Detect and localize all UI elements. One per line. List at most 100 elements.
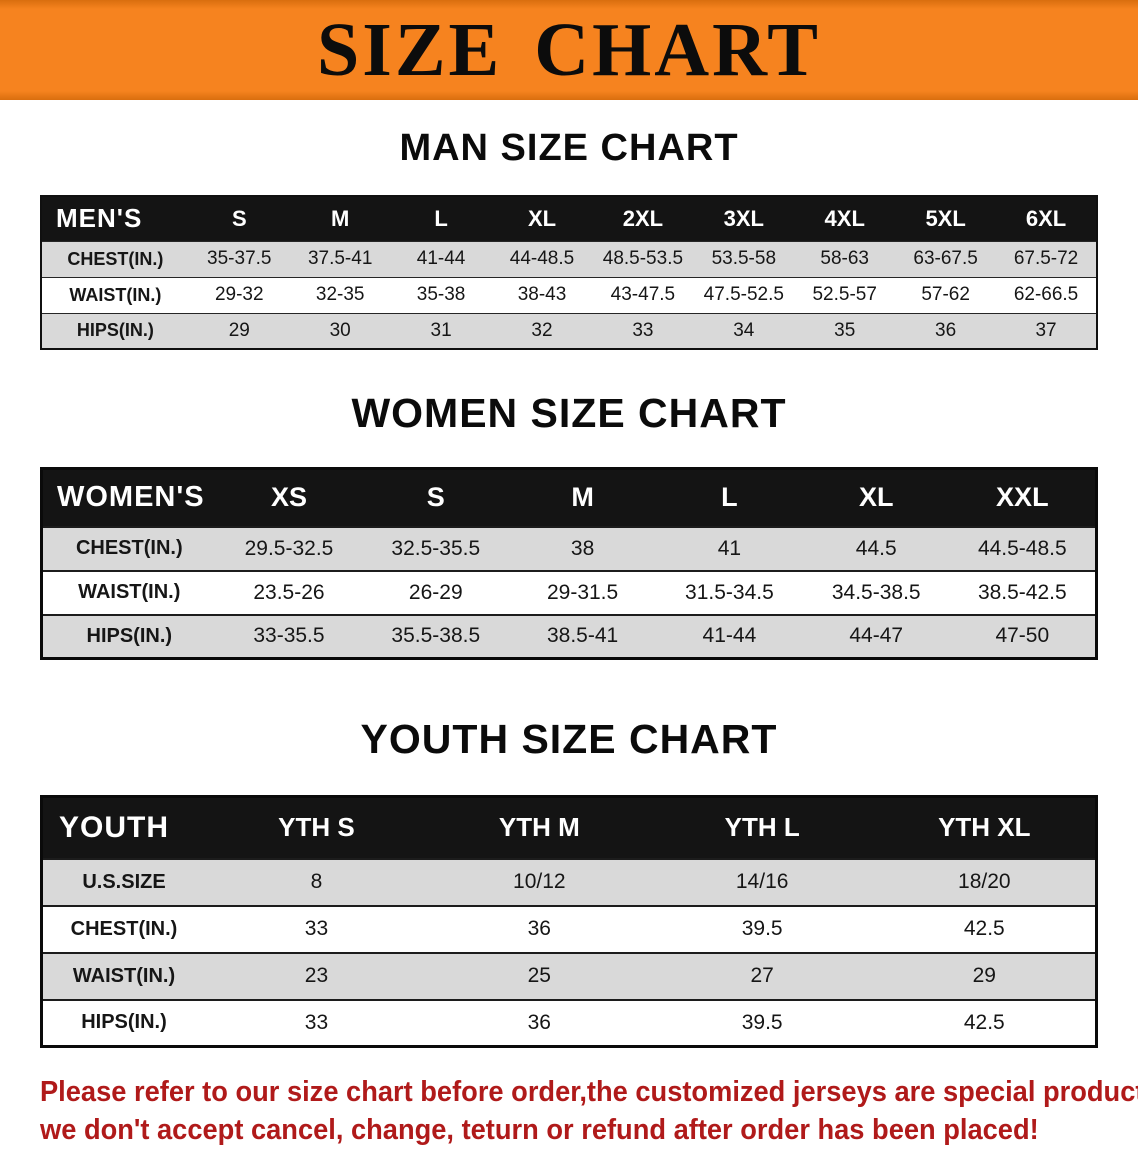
youth-measurement-row: CHEST(IN.) 33 36 39.5 42.5	[41, 904, 1097, 953]
youth-size-column-header: YTH M	[498, 812, 580, 843]
womens-size-value: 38.5-42.5	[949, 569, 1097, 615]
womens-row-label: WAIST(IN.)	[41, 569, 216, 615]
youth-size-value: 8	[205, 857, 428, 906]
youth-size-value: 42.5	[873, 904, 1097, 953]
womens-size-column-header: L	[721, 482, 738, 513]
womens-size-value: 23.5-26	[215, 569, 363, 615]
mens-size-value: 43-47.5	[592, 276, 694, 313]
mens-size-column-header: 6XL	[1025, 205, 1067, 231]
womens-header-row: WOMEN'S XS S M L XL XXL	[41, 468, 1097, 527]
youth-measurement-row: U.S.SIZE 8 10/12 14/16 18/20	[41, 857, 1097, 906]
womens-size-value: 26-29	[362, 569, 510, 615]
youth-size-column-header: YTH XL	[938, 812, 1031, 843]
youth-size-value: 36	[427, 998, 651, 1047]
mens-row-label: CHEST(IN.)	[41, 240, 189, 277]
women-section-heading: WOMEN SIZE CHART	[351, 390, 787, 436]
page-title: SIZE CHART	[316, 8, 821, 92]
womens-size-value: 44.5-48.5	[949, 525, 1097, 571]
mens-size-value: 30	[289, 312, 391, 349]
youth-size-value: 23	[205, 951, 428, 1000]
youth-size-value: 33	[205, 904, 428, 953]
womens-row-label: CHEST(IN.)	[41, 525, 216, 571]
youth-size-value: 14/16	[650, 857, 874, 906]
mens-size-value: 34	[693, 312, 795, 349]
mens-size-column-header: XL	[527, 205, 557, 231]
womens-size-column-header: XXL	[996, 482, 1049, 513]
womens-size-column-header: XL	[858, 482, 894, 513]
mens-size-column-header: S	[231, 205, 247, 231]
womens-size-value: 41	[656, 525, 803, 571]
mens-size-value: 31	[390, 312, 492, 349]
mens-size-value: 67.5-72	[996, 240, 1097, 277]
youth-size-value: 25	[427, 951, 651, 1000]
youth-row-label: WAIST(IN.)	[41, 951, 206, 1000]
mens-group-label: MEN'S	[56, 203, 143, 234]
womens-size-value: 33-35.5	[215, 613, 363, 659]
womens-size-value: 31.5-34.5	[656, 569, 803, 615]
mens-size-value: 36	[895, 312, 997, 349]
mens-size-value: 62-66.5	[996, 276, 1097, 313]
youth-size-column-header: YTH S	[278, 812, 355, 843]
youth-size-value: 39.5	[650, 998, 874, 1047]
men-section-heading: MAN SIZE CHART	[399, 127, 739, 169]
mens-size-value: 29-32	[188, 276, 290, 313]
women-size-section: WOMEN SIZE CHART WOMEN'S XS S M L XL XXL CHEST(…	[0, 390, 1138, 660]
youth-row-label: U.S.SIZE	[41, 857, 206, 906]
mens-size-column-header: 5XL	[925, 205, 966, 231]
youth-size-value: 36	[427, 904, 651, 953]
mens-size-column-header: L	[434, 205, 448, 231]
banner: SIZE CHART	[0, 0, 1138, 100]
men-size-table: MEN'S S M L XL 2XL 3XL 4XL 5XL 6XL CHEST(IN.) 35-37…	[40, 195, 1098, 350]
mens-size-value: 44-48.5	[491, 240, 593, 277]
mens-table-body: CHEST(IN.) 35-37.5 37.5-41 41-44 44-48.5 48.5…	[41, 240, 1097, 349]
womens-group-label: WOMEN'S	[57, 481, 205, 514]
womens-table-body: CHEST(IN.) 29.5-32.5 32.5-35.5 38 41 44.5 44.5…	[41, 525, 1097, 659]
disclaimer: Please refer to our size chart before or…	[40, 1074, 1138, 1149]
mens-measurement-row: CHEST(IN.) 35-37.5 37.5-41 41-44 44-48.5 48.5…	[41, 240, 1097, 277]
mens-measurement-row: HIPS(IN.) 29 30 31 32 33 34 35 36 37	[41, 312, 1097, 349]
youth-row-label: HIPS(IN.)	[41, 998, 206, 1047]
women-size-table: WOMEN'S XS S M L XL XXL CHEST(IN.) 29.5-32.5 32.5…	[40, 467, 1098, 660]
youth-size-value: 33	[205, 998, 428, 1047]
youth-measurement-row: WAIST(IN.) 23 25 27 29	[41, 951, 1097, 1000]
womens-size-value: 34.5-38.5	[802, 569, 950, 615]
mens-size-value: 38-43	[491, 276, 593, 313]
mens-size-column-header: M	[331, 205, 350, 231]
youth-table-head: YOUTH YTH S YTH M YTH L YTH XL	[41, 796, 1097, 859]
youth-size-value: 18/20	[873, 857, 1097, 906]
womens-size-column-header: S	[426, 482, 445, 513]
mens-table-head: MEN'S S M L XL 2XL 3XL 4XL 5XL 6XL	[41, 196, 1097, 241]
womens-size-value: 44.5	[802, 525, 950, 571]
mens-size-value: 35-38	[390, 276, 492, 313]
mens-size-value: 33	[592, 312, 694, 349]
youth-size-value: 39.5	[650, 904, 874, 953]
mens-size-value: 37	[996, 312, 1097, 349]
mens-size-value: 32-35	[289, 276, 391, 313]
youth-size-column-header: YTH L	[724, 812, 800, 843]
mens-size-value: 53.5-58	[693, 240, 795, 277]
womens-measurement-row: CHEST(IN.) 29.5-32.5 32.5-35.5 38 41 44.5 44.5…	[41, 525, 1097, 571]
womens-row-label: HIPS(IN.)	[41, 613, 216, 659]
disclaimer-line-2: we don't accept cancel, change, teturn o…	[40, 1113, 1039, 1146]
mens-size-column-header: 2XL	[622, 205, 664, 231]
mens-size-value: 35	[794, 312, 896, 349]
mens-size-column-header: 4XL	[824, 205, 865, 231]
mens-size-value: 32	[491, 312, 593, 349]
men-size-section: MAN SIZE CHART MEN'S S M L XL 2XL 3XL 4XL 5XL 6XL…	[0, 127, 1138, 350]
mens-size-value: 63-67.5	[895, 240, 997, 277]
youth-size-table: YOUTH YTH S YTH M YTH L YTH XL U.S.SIZE 8 10/12…	[40, 795, 1098, 1048]
mens-size-value: 37.5-41	[289, 240, 391, 277]
youth-header-row: YOUTH YTH S YTH M YTH L YTH XL	[41, 796, 1097, 859]
womens-size-value: 38	[509, 525, 656, 571]
disclaimer-line-1: Please refer to our size chart before or…	[40, 1076, 1138, 1108]
womens-size-value: 32.5-35.5	[362, 525, 510, 571]
youth-size-section: YOUTH SIZE CHART YOUTH YTH S YTH M YTH L YTH…	[0, 716, 1138, 1048]
mens-size-column-header: 3XL	[723, 205, 764, 231]
womens-size-value: 44-47	[802, 613, 950, 659]
womens-size-value: 35.5-38.5	[362, 613, 510, 659]
womens-size-value: 47-50	[949, 613, 1097, 659]
womens-measurement-row: WAIST(IN.) 23.5-26 26-29 29-31.5 31.5-34.5 34…	[41, 569, 1097, 615]
mens-size-value: 41-44	[390, 240, 492, 277]
mens-size-value: 57-62	[895, 276, 997, 313]
